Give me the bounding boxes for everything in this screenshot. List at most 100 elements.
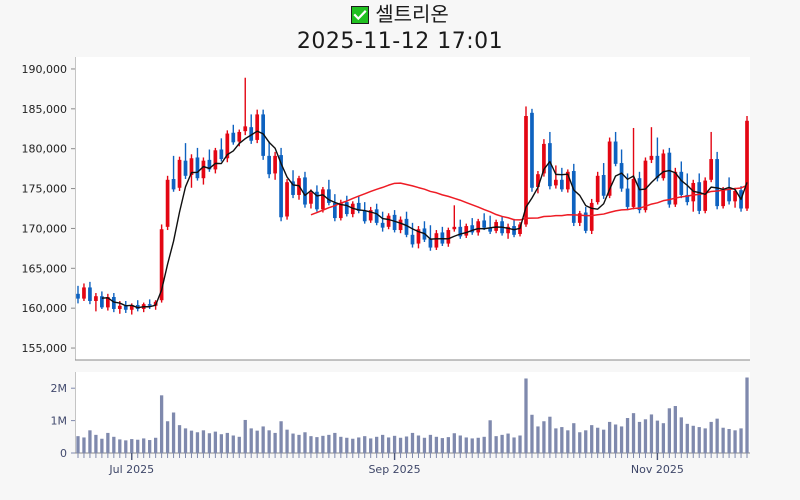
- candle-body: [637, 178, 642, 211]
- candlestick: [404, 211, 409, 238]
- candle-body: [213, 150, 218, 170]
- candlestick: [530, 108, 534, 192]
- candle-body: [745, 120, 749, 209]
- candle-body: [727, 189, 731, 202]
- candle-body: [321, 189, 325, 210]
- candle-body: [291, 181, 295, 195]
- volume-bar: [106, 432, 110, 453]
- volume-bar: [643, 419, 648, 453]
- candle-body: [279, 155, 283, 218]
- volume-bar: [560, 427, 564, 453]
- volume-bar: [148, 440, 152, 453]
- volume-bar: [225, 432, 229, 453]
- candlestick: [410, 222, 415, 248]
- volume-bar: [369, 438, 373, 453]
- candlestick: [715, 151, 719, 210]
- candlestick: [613, 131, 618, 167]
- volume-bar: [386, 437, 391, 453]
- volume-bar: [452, 433, 456, 453]
- candle-body: [518, 224, 522, 235]
- volume-bar: [273, 432, 277, 453]
- candlestick: [565, 169, 570, 193]
- volume-bar: [440, 438, 445, 453]
- volume-bar: [183, 428, 188, 453]
- candle-body: [410, 234, 415, 245]
- candle-body: [554, 179, 558, 186]
- candle-body: [571, 171, 576, 223]
- volume-bar: [607, 421, 612, 453]
- volume-bar: [154, 437, 158, 453]
- volume-bar: [530, 414, 534, 453]
- volume-bar: [136, 439, 140, 453]
- candle-body: [703, 180, 708, 211]
- candlestick: [309, 189, 313, 209]
- volume-bar: [297, 434, 301, 453]
- volume-bar: [100, 438, 104, 453]
- price-y-tick-label: 175,000: [22, 183, 68, 196]
- volume-y-tick-label: 1M: [51, 415, 68, 428]
- candlestick: [643, 157, 648, 213]
- candle-body: [709, 159, 714, 180]
- ma-long-line: [310, 182, 748, 221]
- candlestick: [458, 219, 463, 239]
- candle-body: [374, 209, 379, 223]
- volume-bar: [536, 426, 540, 453]
- volume-bar: [165, 421, 170, 453]
- volume-bar: [697, 427, 701, 453]
- volume-bar: [189, 430, 194, 453]
- candlestick: [512, 218, 516, 238]
- candlestick: [446, 227, 451, 247]
- volume-bar: [685, 423, 689, 453]
- candlestick: [482, 213, 487, 231]
- volume-bar: [177, 425, 182, 453]
- candlestick: [279, 147, 283, 222]
- candlestick: [601, 163, 606, 199]
- candle-body: [733, 190, 737, 202]
- candle-body: [267, 155, 271, 175]
- volume-bar: [578, 432, 582, 453]
- volume-bar: [434, 436, 439, 453]
- candle-body: [243, 126, 248, 132]
- volume-bar: [249, 428, 253, 453]
- volume-bar: [428, 434, 433, 453]
- candle-body: [506, 226, 510, 234]
- price-y-tick-label: 160,000: [22, 302, 68, 315]
- candle-body: [356, 202, 361, 211]
- x-tick-label: Jul 2025: [108, 463, 154, 476]
- candle-body: [189, 158, 194, 176]
- x-tick-label: Nov 2025: [631, 463, 684, 476]
- candlestick: [249, 114, 254, 144]
- candle-body: [183, 160, 188, 176]
- candlestick: [76, 285, 80, 304]
- candlestick: [745, 116, 749, 211]
- candle-body: [392, 214, 397, 231]
- candle-body: [225, 133, 230, 159]
- candlestick: [165, 175, 170, 231]
- volume-bar: [470, 438, 474, 453]
- volume-bar: [351, 438, 355, 453]
- volume-bar: [130, 439, 134, 453]
- volume-bar: [739, 428, 743, 453]
- volume-bar: [667, 408, 672, 453]
- candle-body: [643, 160, 648, 211]
- price-y-tick-label: 165,000: [22, 262, 68, 275]
- candle-body: [344, 202, 349, 215]
- candlestick: [667, 147, 672, 208]
- candlestick: [559, 167, 564, 192]
- volume-bar: [82, 437, 86, 453]
- volume-bar: [524, 378, 528, 453]
- volume-bar: [464, 437, 468, 453]
- volume-bar: [255, 430, 259, 453]
- candlestick: [649, 127, 654, 164]
- candlestick: [398, 216, 403, 234]
- candle-body: [583, 212, 588, 231]
- candlestick: [106, 293, 110, 311]
- candle-body: [117, 305, 122, 309]
- volume-bars: [76, 377, 749, 453]
- candle-body: [601, 175, 606, 196]
- candle-body: [464, 226, 469, 236]
- volume-bar: [745, 377, 749, 453]
- volume-bar: [339, 436, 343, 453]
